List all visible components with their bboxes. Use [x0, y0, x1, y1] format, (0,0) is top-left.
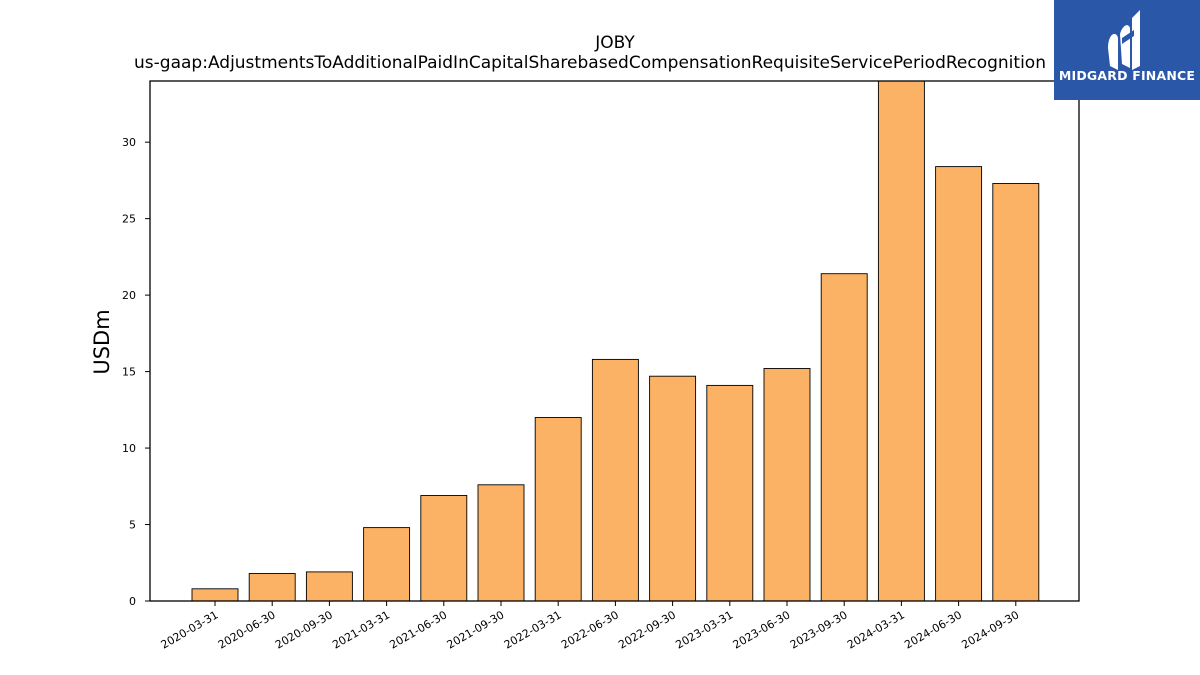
bar-2022-09-30: [649, 375, 697, 602]
x-tick-label: 2023-09-30: [788, 608, 850, 651]
x-tick-label: 2023-06-30: [731, 608, 793, 651]
bar-2022-03-31: [534, 417, 582, 602]
x-tick-label: 2022-06-30: [559, 608, 621, 651]
chart-title: JOBY: [594, 33, 635, 53]
y-tick-label: 5: [129, 519, 136, 532]
bars-group: [191, 80, 1040, 602]
bar-2020-09-30: [305, 571, 353, 602]
y-ticks-group: 0 5 10 15 20 25 30: [122, 136, 150, 608]
plot-frame: [149, 80, 1080, 602]
x-tick-label: 2024-06-30: [902, 608, 964, 651]
y-tick-label: 10: [122, 442, 136, 455]
x-tick-label: 2021-03-31: [330, 608, 392, 651]
bar-2023-06-30: [763, 368, 811, 602]
bar-2021-06-30: [420, 495, 468, 602]
y-tick-label: 25: [122, 213, 136, 226]
bar-2020-06-30: [248, 573, 296, 602]
x-tick-label: 2021-09-30: [445, 608, 507, 651]
chart-subtitle: us-gaap:AdjustmentsToAdditionalPaidInCap…: [134, 53, 1046, 73]
brand-logo: MIDGARD FINANCE: [1054, 0, 1200, 100]
y-axis-label: USDm: [90, 309, 114, 374]
x-tick-label: 2022-09-30: [616, 608, 678, 651]
bar-2023-03-31: [706, 384, 754, 602]
bar-2020-03-31: [191, 588, 239, 602]
bar-2022-06-30: [591, 358, 639, 602]
bar-2023-09-30: [820, 273, 868, 602]
x-tick-label: 2021-06-30: [387, 608, 449, 651]
bar-2021-03-31: [363, 527, 411, 602]
bar-2024-06-30: [935, 166, 983, 602]
x-tick-label: 2020-06-30: [216, 608, 278, 651]
y-tick-label: 20: [122, 289, 136, 302]
x-tick-label: 2020-09-30: [273, 608, 335, 651]
logo-text: MIDGARD FINANCE: [1058, 68, 1196, 83]
x-tick-label: 2024-09-30: [959, 608, 1021, 651]
x-tick-label: 2020-03-31: [159, 608, 221, 651]
x-ticks-group: 2020-03-312020-06-302020-09-302021-03-31…: [159, 601, 1021, 652]
x-tick-label: 2023-03-31: [673, 608, 735, 651]
bar-2024-09-30: [992, 183, 1040, 602]
logo-mark-icon: [1108, 10, 1140, 70]
y-tick-label: 30: [122, 136, 136, 149]
y-tick-label: 0: [129, 595, 136, 608]
bar-2024-03-31: [877, 80, 925, 602]
x-tick-label: 2024-03-31: [845, 608, 907, 651]
bar-2021-09-30: [477, 484, 525, 602]
x-tick-label: 2022-03-31: [502, 608, 564, 651]
y-tick-label: 15: [122, 366, 136, 379]
